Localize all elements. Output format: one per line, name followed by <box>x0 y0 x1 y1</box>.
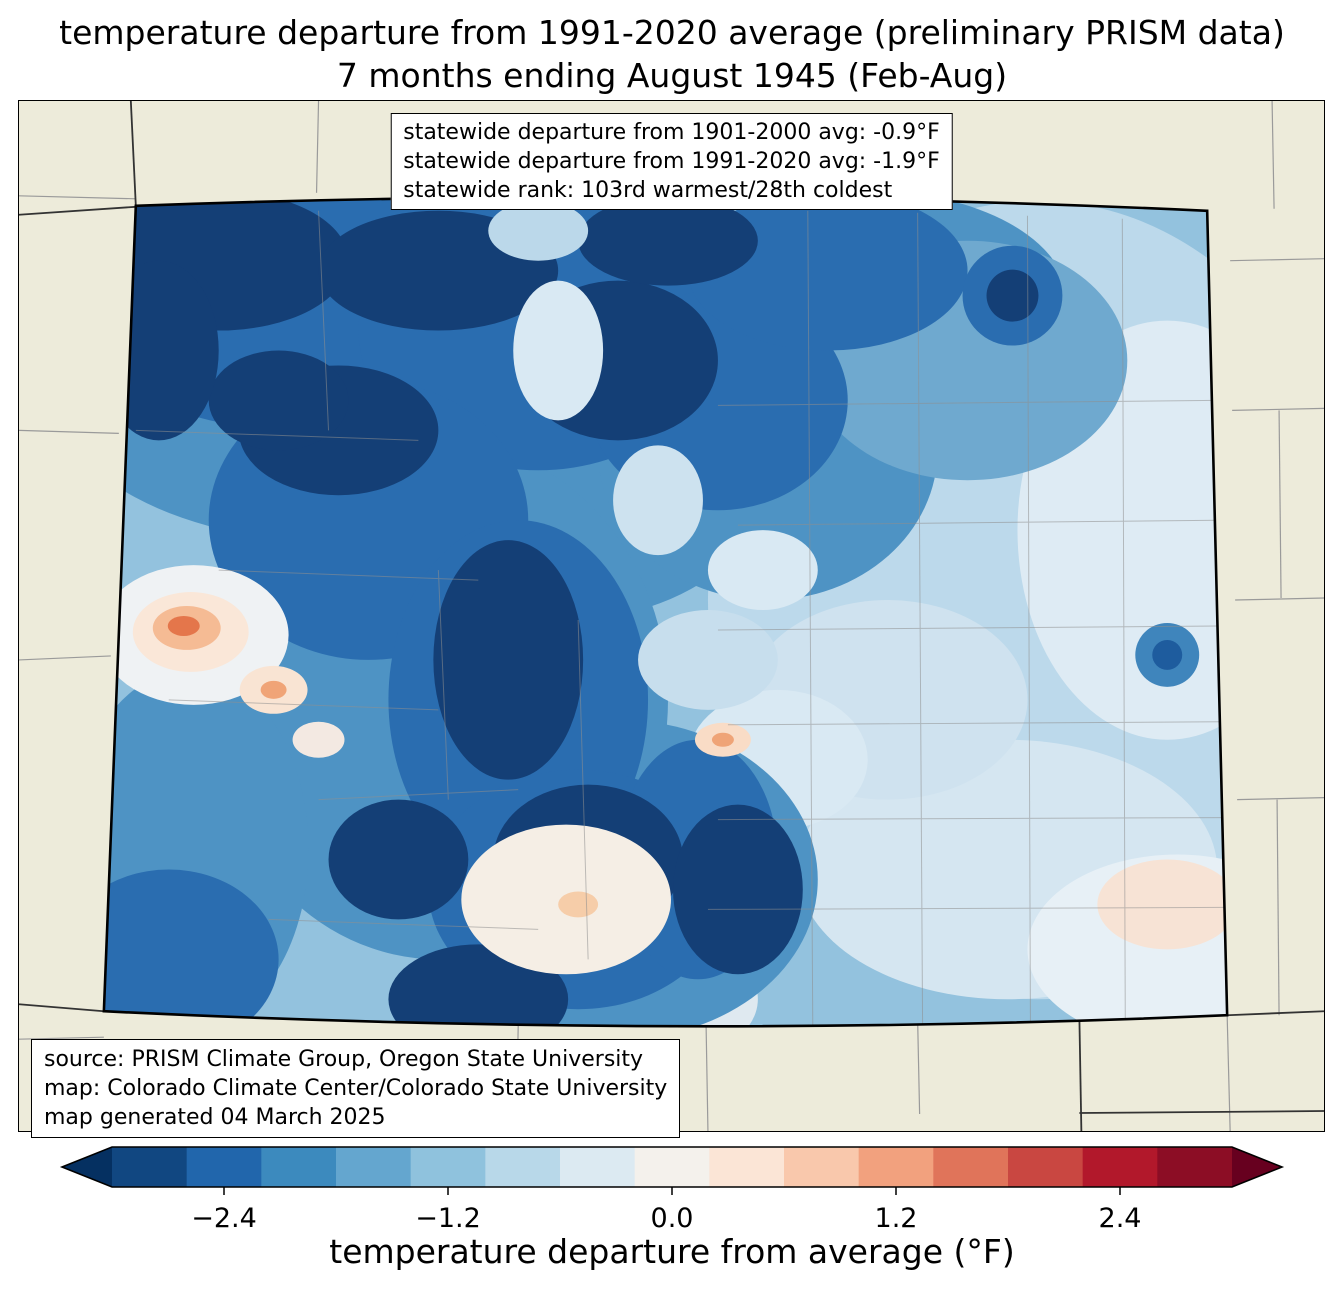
colorbar-svg: −2.4 −1.2 0.0 1.2 2.4 <box>59 1146 1285 1234</box>
colorbar: −2.4 −1.2 0.0 1.2 2.4 <box>0 1141 1344 1241</box>
colorbar-tick-label: 0.0 <box>651 1203 694 1234</box>
statewide-stats-box: statewide departure from 1901-2000 avg: … <box>390 113 953 211</box>
colorbar-segment <box>485 1147 561 1187</box>
title-line-1: temperature departure from 1991-2020 ave… <box>59 13 1285 52</box>
colorado-temperature-map <box>19 101 1324 1131</box>
colorbar-segment <box>112 1147 188 1187</box>
colorbar-tick-label: 1.2 <box>875 1203 918 1234</box>
colorbar-segment <box>933 1147 1009 1187</box>
figure-title: temperature departure from 1991-2020 ave… <box>0 12 1344 98</box>
title-line-2: 7 months ending August 1945 (Feb-Aug) <box>336 55 1008 95</box>
source-line-3: map generated 04 March 2025 <box>44 1105 386 1131</box>
colorbar-right-arrow <box>1232 1147 1282 1187</box>
colorbar-left-arrow <box>62 1147 112 1187</box>
temperature-field <box>103 196 1228 1027</box>
source-line-1: source: PRISM Climate Group, Oregon Stat… <box>44 1047 644 1072</box>
map-frame: statewide departure from 1901-2000 avg: … <box>18 100 1325 1139</box>
colorbar-outline <box>59 1146 1285 1188</box>
colorbar-segment <box>261 1147 337 1187</box>
colorbar-segment <box>858 1147 934 1187</box>
colorbar-segment <box>1157 1147 1233 1187</box>
colorbar-segment <box>784 1147 860 1187</box>
colorbar-segment <box>560 1147 636 1187</box>
colorbar-segment <box>186 1147 262 1187</box>
colorbar-tick-label: 2.4 <box>1099 1203 1142 1234</box>
county-lines <box>135 210 1225 1027</box>
stats-line-1: statewide departure from 1901-2000 avg: … <box>403 120 940 145</box>
colorbar-tick-label: −1.2 <box>415 1203 481 1234</box>
source-attribution-box: source: PRISM Climate Group, Oregon Stat… <box>31 1039 681 1139</box>
neighbor-state-borders <box>19 101 1324 1131</box>
colorbar-segment <box>709 1147 785 1187</box>
source-line-2: map: Colorado Climate Center/Colorado St… <box>44 1076 668 1102</box>
stats-line-3: statewide rank: 103rd warmest/28th colde… <box>403 178 893 204</box>
colorbar-tick-label: −2.4 <box>191 1203 257 1234</box>
colorbar-segment <box>336 1147 412 1187</box>
colorbar-axis-label: temperature departure from average (°F) <box>329 1232 1015 1271</box>
colorbar-segment <box>410 1147 486 1187</box>
colorbar-segment <box>1082 1147 1158 1187</box>
stats-line-2: statewide departure from 1991-2020 avg: … <box>403 149 940 175</box>
colorbar-segment <box>1008 1147 1084 1187</box>
colorbar-segment <box>634 1147 710 1187</box>
